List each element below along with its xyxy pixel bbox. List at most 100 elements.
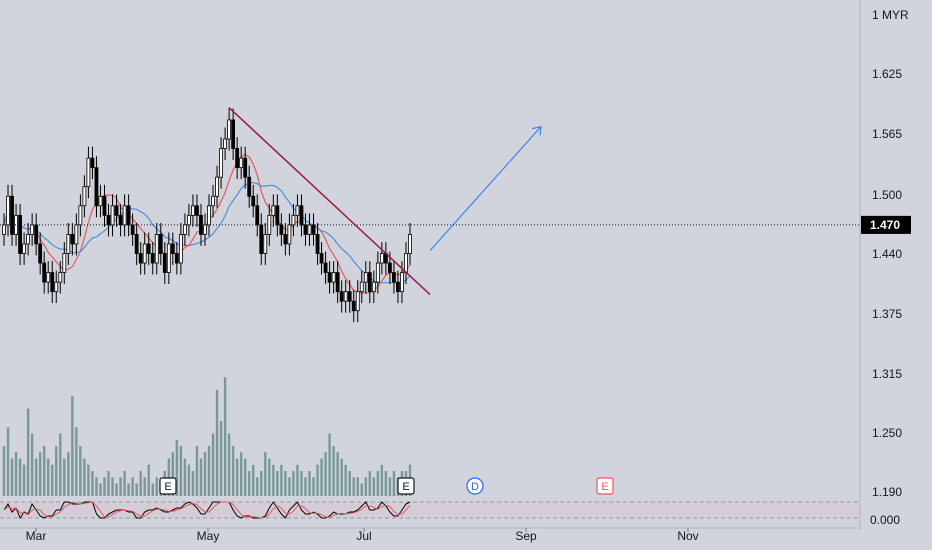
volume-bar	[91, 471, 94, 496]
candle	[243, 146, 248, 189]
price-axis[interactable]: 1 MYR 1.625 1.565 1.500 1.440 1.375 1.315 1.250…	[0, 8, 911, 527]
price-tick-label: 1.375	[872, 307, 902, 321]
candle	[58, 261, 63, 294]
candle	[86, 146, 91, 199]
volume-bar	[223, 377, 227, 496]
candle	[18, 203, 22, 265]
candle	[323, 251, 328, 285]
price-tick-label: 1.190	[872, 485, 902, 499]
volume-bar	[38, 452, 42, 496]
volume-bar	[211, 433, 215, 496]
candle	[327, 261, 332, 294]
candle	[227, 108, 232, 151]
candle	[343, 280, 348, 313]
candle	[182, 213, 187, 246]
volume-bar	[207, 446, 211, 496]
candle	[187, 203, 191, 237]
volume-bar	[75, 427, 78, 496]
volume-bar	[42, 446, 46, 496]
candle	[319, 242, 324, 275]
svg-text:D: D	[471, 481, 479, 493]
volume-bar	[115, 483, 118, 496]
candle	[10, 184, 14, 246]
volume-bar	[103, 477, 106, 496]
volume-bar	[111, 477, 114, 496]
candle	[263, 222, 268, 265]
time-tick-label: Sep	[515, 529, 537, 543]
candle	[331, 261, 336, 294]
candle	[315, 222, 320, 265]
volume-bar	[51, 464, 54, 496]
volume-bar	[187, 464, 191, 496]
volume-bar	[139, 471, 142, 496]
volume-bar	[368, 471, 372, 496]
earnings-marker[interactable]: E	[596, 477, 614, 495]
volume-tick-label: 0.000	[870, 513, 900, 527]
volume-bar	[320, 458, 323, 496]
volume-bar	[268, 458, 271, 496]
candle	[134, 222, 139, 265]
earnings-marker[interactable]: E	[397, 477, 415, 495]
price-tick-label: 1.315	[872, 367, 902, 381]
candle	[191, 194, 195, 227]
candle	[375, 251, 380, 294]
candle	[154, 222, 159, 275]
volume-bar	[171, 452, 175, 496]
candle	[22, 232, 26, 265]
candle	[54, 270, 59, 304]
candle	[408, 222, 412, 265]
time-axis[interactable]: Mar May Jul Sep Nov	[26, 528, 699, 543]
downtrend-line[interactable]	[228, 106, 431, 296]
candle	[339, 280, 344, 313]
volume-bar	[316, 464, 319, 496]
price-tick-label: 1.625	[872, 67, 902, 81]
volume-bar	[131, 477, 134, 496]
candle	[82, 175, 87, 218]
projection-arrow-line[interactable]	[429, 126, 542, 252]
volume-bar	[336, 452, 339, 496]
volume-bar	[34, 458, 38, 496]
candle	[90, 146, 95, 180]
volume-bar	[215, 389, 219, 496]
candle	[126, 194, 131, 237]
candle	[303, 213, 308, 246]
annotations-layer	[228, 106, 542, 296]
volume-bar	[219, 421, 223, 496]
candle	[142, 232, 147, 275]
candle	[110, 194, 115, 237]
dividend-marker[interactable]: D	[466, 477, 484, 495]
candle	[351, 289, 356, 323]
oscillator-d-line	[3, 501, 411, 519]
candle	[74, 213, 79, 256]
volume-bar	[308, 471, 311, 496]
candle	[392, 261, 396, 294]
volume-bar	[127, 483, 130, 496]
volume-bar	[384, 471, 388, 496]
candle	[114, 194, 119, 227]
volume-bar	[99, 483, 102, 496]
volume-bar	[352, 477, 355, 496]
candle	[347, 280, 352, 313]
candle	[283, 222, 288, 256]
candle	[235, 137, 240, 180]
candle	[379, 242, 384, 275]
candle	[207, 194, 211, 237]
volume-bar	[10, 458, 14, 496]
price-tick-label: 1.250	[872, 426, 902, 440]
candle	[50, 261, 55, 304]
candle	[275, 194, 280, 237]
earnings-marker[interactable]: E	[159, 477, 177, 495]
volume-bar	[18, 458, 22, 496]
volume-bar	[272, 464, 275, 496]
candle	[102, 184, 107, 227]
volume-bar	[183, 458, 187, 496]
volume-bar	[288, 477, 291, 496]
volume-bar	[380, 464, 384, 496]
volume-bar	[300, 471, 303, 496]
candle	[98, 184, 103, 218]
volume-bar	[356, 477, 359, 496]
volume-bar	[63, 458, 66, 496]
candle	[62, 242, 67, 285]
